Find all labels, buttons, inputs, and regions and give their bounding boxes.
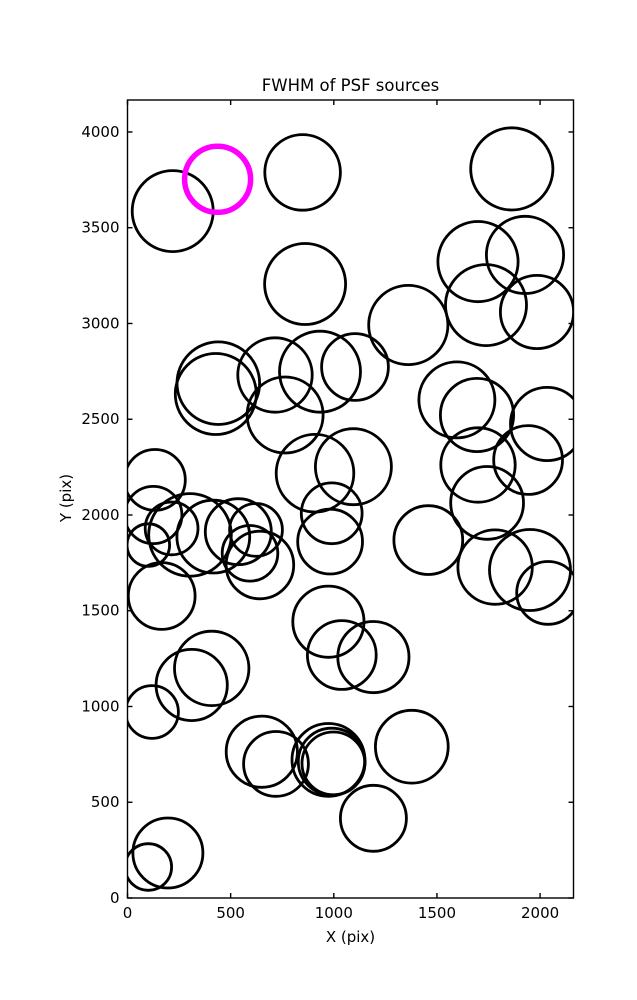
psf-circle bbox=[373, 708, 450, 785]
axes-box bbox=[126, 99, 575, 899]
psf-circle bbox=[220, 524, 280, 583]
psf-circle bbox=[492, 424, 564, 496]
psf-circle bbox=[127, 561, 197, 631]
psf-circle bbox=[449, 465, 525, 541]
psf-circle bbox=[439, 426, 517, 504]
psf-circle bbox=[499, 274, 574, 350]
psf-circle bbox=[336, 620, 411, 695]
psf-circle bbox=[228, 502, 284, 558]
psf-circle bbox=[245, 375, 325, 455]
psf-circle bbox=[263, 242, 348, 326]
psf-circle bbox=[438, 376, 515, 453]
psf-circle bbox=[484, 214, 565, 295]
psf-circle bbox=[143, 500, 200, 557]
psf-circle bbox=[127, 842, 173, 892]
psf-circle bbox=[515, 560, 574, 626]
y-axis-tick-label: 1000 bbox=[81, 697, 119, 715]
highlighted-psf-circle bbox=[181, 143, 254, 216]
psf-circle bbox=[173, 629, 251, 708]
psf-circle bbox=[127, 448, 187, 512]
psf-circle bbox=[509, 386, 574, 462]
chart-title: FWHM of PSF sources bbox=[261, 76, 440, 95]
psf-circle bbox=[224, 529, 296, 601]
psf-circle bbox=[305, 619, 378, 691]
psf-circle bbox=[263, 133, 342, 212]
psf-circle bbox=[469, 126, 555, 212]
x-axis-tick-label: 1000 bbox=[315, 904, 353, 922]
x-axis-tick-label: 1500 bbox=[418, 904, 456, 922]
psf-circle bbox=[130, 169, 215, 254]
psf-circle bbox=[417, 360, 497, 440]
psf-circle bbox=[367, 283, 450, 366]
x-axis-tick-label: 0 bbox=[123, 904, 133, 922]
x-axis-tick-label: 500 bbox=[216, 904, 245, 922]
psf-circle bbox=[224, 714, 299, 789]
psf-circle bbox=[313, 427, 393, 507]
psf-circle bbox=[173, 352, 258, 436]
y-axis-tick-label: 3000 bbox=[81, 314, 119, 332]
y-axis-label: Y (pix) bbox=[57, 473, 75, 523]
psf-circle bbox=[436, 220, 520, 304]
psf-circle bbox=[242, 730, 310, 798]
psf-circle bbox=[338, 783, 408, 853]
psf-circle bbox=[127, 485, 184, 545]
psf-circle bbox=[175, 498, 252, 575]
y-axis-tick-label: 0 bbox=[110, 889, 120, 907]
y-axis-tick-label: 3500 bbox=[81, 219, 119, 237]
psf-circle bbox=[299, 481, 364, 546]
y-axis-tick-label: 2500 bbox=[81, 410, 119, 428]
psf-circle bbox=[236, 336, 314, 414]
y-axis-tick-label: 2000 bbox=[81, 506, 119, 524]
psf-circle bbox=[300, 730, 367, 797]
x-axis-label: X (pix) bbox=[325, 928, 376, 946]
y-axis-tick-label: 4000 bbox=[81, 123, 119, 141]
psf-circle bbox=[444, 263, 528, 348]
psf-circle bbox=[154, 648, 229, 723]
psf-circle bbox=[488, 528, 572, 612]
psf-circle bbox=[392, 504, 465, 576]
psf-circle bbox=[296, 507, 364, 576]
psf-circle bbox=[127, 684, 180, 740]
psf-circle bbox=[278, 329, 362, 414]
psf-circle bbox=[320, 332, 390, 402]
psf-circles-group bbox=[127, 126, 574, 892]
psf-circle bbox=[131, 816, 205, 890]
x-axis-tick-label: 2000 bbox=[521, 904, 559, 922]
y-axis-tick-label: 1500 bbox=[81, 602, 119, 620]
y-axis-tick-label: 500 bbox=[91, 793, 120, 811]
